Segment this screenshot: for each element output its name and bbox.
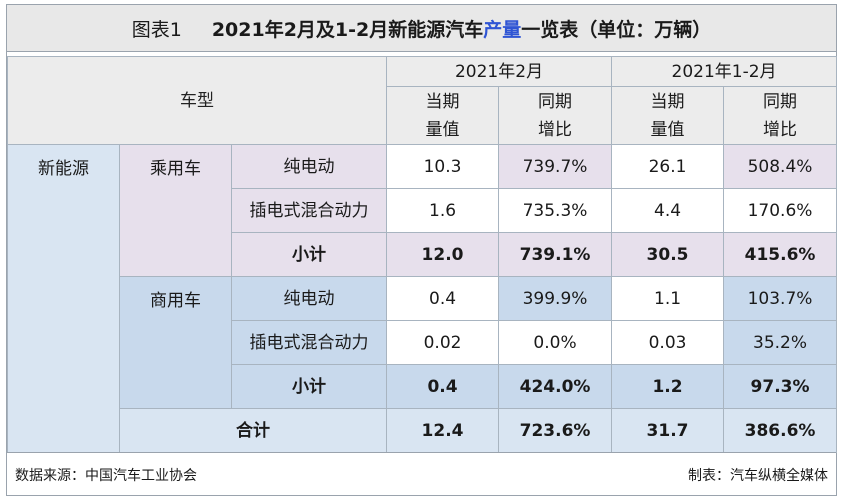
total-row: 合计 12.4 723.6% 31.7 386.6% [8, 408, 838, 453]
table-row: 新能源 乘用车 纯电动 10.3 739.7% 26.1 508.4% [7, 144, 838, 453]
cell-feb-value: 12.0 [386, 232, 500, 277]
cell-feb-value: 0.4 [386, 364, 500, 409]
subtotal-row: 小计 0.4 424.0% 1.2 97.3% [8, 364, 838, 409]
cell-feb-value: 12.4 [386, 408, 500, 453]
header-current-line1: 当期 [425, 91, 460, 112]
commercial-vehicle-cell: 商用车 [119, 276, 232, 409]
row-label: 纯电动 [230, 276, 388, 321]
header-current-line2: 量值 [650, 119, 685, 140]
cell-feb-yoy: 0.0% [498, 320, 613, 365]
cell-ytd-value: 31.7 [611, 408, 725, 453]
category-cell: 新能源 [7, 144, 120, 453]
cell-feb-yoy: 723.6% [498, 408, 613, 453]
cell-ytd-value: 26.1 [611, 144, 725, 189]
row-label: 插电式混合动力 [230, 188, 388, 233]
cell-feb-yoy: 424.0% [498, 364, 613, 409]
header-current-line1: 当期 [650, 91, 685, 112]
cell-feb-value: 0.02 [386, 320, 500, 365]
header-vehicle-type: 车型 [6, 56, 388, 145]
production-table: 车型 2021年2月 2021年1-2月 当期量值 同期增比 当期量值 同期增比… [6, 56, 838, 453]
title-text-after: 一览表（单位：万辆） [521, 18, 712, 41]
header-period-feb: 2021年2月 [386, 56, 613, 87]
cell-ytd-yoy: 170.6% [723, 188, 838, 233]
cell-ytd-value: 4.4 [611, 188, 725, 233]
row-label: 合计 [118, 408, 388, 453]
cell-feb-value: 10.3 [386, 144, 500, 189]
cell-ytd-yoy: 103.7% [723, 276, 838, 321]
title-text-before: 2021年2月及1-2月新能源汽车 [211, 18, 484, 41]
table-row: 插电式混合动力 0.02 0.0% 0.03 35.2% [8, 320, 838, 365]
header-period-ytd: 2021年1-2月 [611, 56, 838, 87]
header-current-line2: 量值 [425, 119, 460, 140]
header-ytd-current: 当期 量值 [611, 86, 725, 145]
subtotal-row: 小计 12.0 739.1% 30.5 415.6% [8, 232, 838, 277]
data-source: 数据来源：中国汽车工业协会 [15, 468, 197, 484]
cell-ytd-yoy: 386.6% [723, 408, 838, 453]
figure-label: 图表1 [131, 18, 182, 41]
cell-ytd-yoy: 415.6% [723, 232, 838, 277]
header-ytd-yoy: 同期 增比 [723, 86, 838, 145]
cell-ytd-yoy: 97.3% [723, 364, 838, 409]
cell-feb-yoy: 739.1% [498, 232, 613, 277]
header-feb-current: 当期 量值 [386, 86, 500, 145]
title-accent: 产量 [483, 18, 522, 41]
header-feb-yoy: 同期 增比 [498, 86, 613, 145]
title-bar: 图表1 2021年2月及1-2月新能源汽车产量一览表（单位：万辆） [7, 5, 836, 52]
header-yoy-line2: 增比 [538, 119, 573, 140]
table-title: 2021年2月及1-2月新能源汽车产量一览表（单位：万辆） [212, 15, 711, 42]
cell-ytd-value: 1.2 [611, 364, 725, 409]
row-label: 纯电动 [230, 144, 388, 189]
header-yoy-line1: 同期 [538, 91, 573, 112]
cell-feb-value: 1.6 [386, 188, 500, 233]
cell-ytd-yoy: 508.4% [723, 144, 838, 189]
footer: 数据来源：中国汽车工业协会 制表：汽车纵横全媒体 [7, 452, 836, 495]
cell-feb-yoy: 399.9% [498, 276, 613, 321]
header-row-1: 车型 2021年2月 2021年1-2月 [6, 56, 838, 145]
header-yoy-line1: 同期 [763, 91, 798, 112]
cell-feb-value: 0.4 [386, 276, 500, 321]
cell-ytd-value: 0.03 [611, 320, 725, 365]
row-label: 小计 [230, 232, 388, 277]
cell-ytd-value: 1.1 [611, 276, 725, 321]
cell-ytd-value: 30.5 [611, 232, 725, 277]
passenger-car-cell: 乘用车 [119, 144, 232, 277]
made-by: 制表：汽车纵横全媒体 [688, 468, 828, 484]
row-label: 小计 [230, 364, 388, 409]
table-row: 商用车 纯电动 0.4 399.9% 1.1 103.7% [8, 276, 838, 409]
table-row: 插电式混合动力 1.6 735.3% 4.4 170.6% [8, 188, 838, 233]
cell-feb-yoy: 735.3% [498, 188, 613, 233]
header-row-2: 当期量值 同期增比 当期量值 同期增比 [8, 86, 838, 145]
cell-ytd-yoy: 35.2% [723, 320, 838, 365]
header-yoy-line2: 增比 [763, 119, 798, 140]
cell-feb-yoy: 739.7% [498, 144, 613, 189]
table-frame: 图表1 2021年2月及1-2月新能源汽车产量一览表（单位：万辆） 车型 202… [6, 4, 838, 496]
row-label: 插电式混合动力 [230, 320, 388, 365]
